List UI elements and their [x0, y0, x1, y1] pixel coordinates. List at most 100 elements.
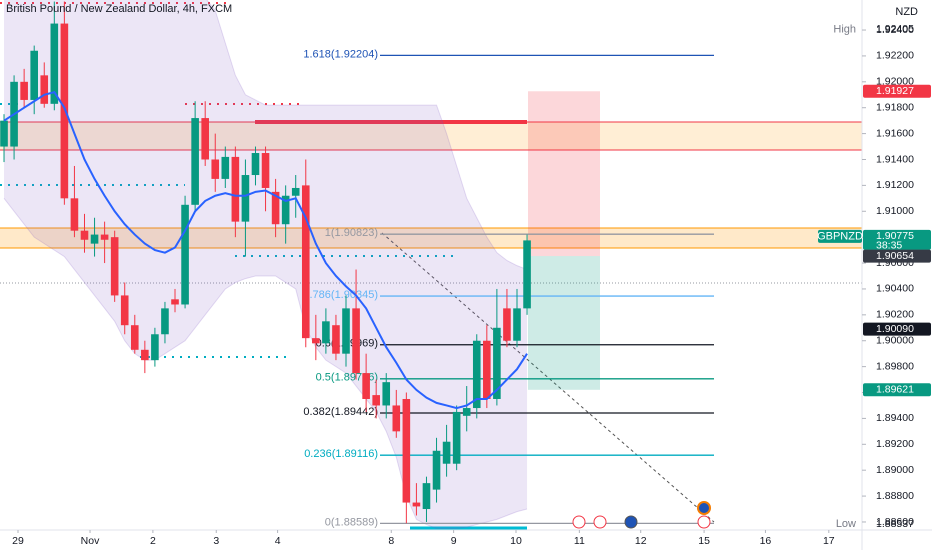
candle-body [191, 118, 199, 205]
x-tick-label: 2 [150, 535, 156, 547]
price-tag [863, 322, 931, 336]
target-zone [528, 256, 600, 390]
event-flag[interactable] [593, 515, 607, 529]
event-flag[interactable] [624, 515, 638, 529]
candle-body [523, 240, 531, 309]
y-tick-label: 1.91600 [876, 127, 914, 139]
candle-body [231, 156, 240, 222]
y-tick-label: 1.91400 [876, 153, 914, 165]
candle-body [332, 325, 340, 354]
candle-body [372, 395, 380, 406]
x-tick-label: 3 [213, 535, 219, 547]
candle-body [422, 483, 431, 510]
candle-body [412, 502, 421, 507]
y-tick-label: 1.89400 [876, 412, 914, 424]
candle-body [402, 398, 411, 503]
candle-body [0, 120, 8, 147]
candle-body [352, 308, 360, 374]
candle-body [221, 156, 230, 179]
x-tick-label: 17 [823, 535, 835, 547]
candle-body [301, 185, 310, 339]
candle-body [483, 340, 491, 399]
price-tag-label: 1.90090 [876, 323, 914, 335]
fib-label: 0.786(1.90345) [303, 289, 378, 301]
y-tick-label: 1.88800 [876, 490, 914, 502]
fib-label: 0.382(1.89442) [303, 406, 378, 418]
countdown: 38:35 [876, 240, 902, 252]
candle-body [241, 175, 250, 222]
fib-label: 0(1.88589) [325, 516, 378, 528]
y-tick-label: 1.88600 [876, 516, 914, 528]
symbol-tag [818, 229, 862, 243]
candle-body [30, 50, 38, 100]
y-tick-label: 1.90400 [876, 283, 914, 295]
extreme-caption: Low [836, 518, 856, 530]
candle-body [261, 153, 270, 188]
symbol-label: GBPNZD [817, 230, 863, 242]
candle-body [50, 23, 59, 104]
event-flag[interactable] [697, 501, 711, 515]
fib-label: 1(1.90823) [325, 227, 378, 239]
price-tag-label: 1.90775 [876, 230, 914, 242]
candle-body [141, 349, 149, 361]
candle-body [432, 450, 441, 490]
candle-body [40, 75, 49, 104]
candle-body [100, 234, 109, 240]
price-tag [863, 249, 931, 263]
candle-body [201, 118, 209, 160]
price-tag-label: 1.89621 [876, 384, 914, 396]
candle-body [503, 308, 511, 341]
plot-front: 1.618(1.92204) 1(1.90823) 0.786(1.90345) 0.… [0, 1, 531, 528]
x-tick-label: 16 [760, 535, 772, 547]
candle-body [110, 237, 119, 296]
fib-label: 1.618(1.92204) [303, 48, 378, 60]
x-tick-label: 29 [12, 535, 24, 547]
x-tick-label: 9 [451, 535, 457, 547]
candle-body [342, 308, 350, 354]
candle-body [513, 308, 521, 341]
candle-body [392, 405, 401, 432]
x-tick-label: 4 [275, 535, 281, 547]
event-flag[interactable] [572, 515, 586, 529]
supply-zone [0, 122, 862, 150]
candle-body [171, 299, 179, 305]
candle-body [181, 204, 189, 305]
price-tag [863, 229, 931, 250]
price-tag-label: 1.90654 [876, 250, 914, 262]
y-tick-label: 1.89800 [876, 360, 914, 372]
candle-body [60, 23, 69, 199]
price-tag [863, 84, 931, 98]
x-tick-label: 10 [510, 535, 522, 547]
candle-body [90, 234, 99, 244]
candle-body [271, 191, 280, 225]
candle-body [130, 325, 139, 350]
band-upper [206, 0, 528, 270]
candle-body [312, 338, 320, 344]
stop-zone [528, 91, 600, 257]
price-tag [863, 383, 931, 397]
candle-body [211, 159, 220, 179]
x-tick-label: 8 [388, 535, 394, 547]
price-tag-label: 1.91927 [876, 85, 914, 97]
candle-body [382, 382, 391, 406]
y-tick-label: 1.92200 [876, 50, 914, 62]
extreme-caption: High [833, 23, 856, 35]
y-tick-label: 1.90200 [876, 309, 914, 321]
fib-trend-line [381, 232, 715, 523]
y-tick-label: 1.91200 [876, 179, 914, 191]
candle-body [493, 327, 501, 399]
candle-body [251, 153, 260, 176]
event-icons [572, 501, 711, 529]
candle-body [151, 334, 159, 361]
chart-title: British Pound / New Zealand Dollar, 4h, … [6, 3, 232, 15]
x-tick-label: 11 [574, 535, 585, 547]
currency-label: NZD [895, 6, 918, 18]
candle-body [80, 230, 89, 240]
fib-label: 0.236(1.89116) [304, 448, 378, 460]
pivot-zone [0, 228, 862, 248]
candle-body [281, 195, 290, 225]
candle-body [120, 295, 129, 326]
event-flag[interactable] [697, 515, 711, 529]
candle-body [462, 408, 471, 416]
